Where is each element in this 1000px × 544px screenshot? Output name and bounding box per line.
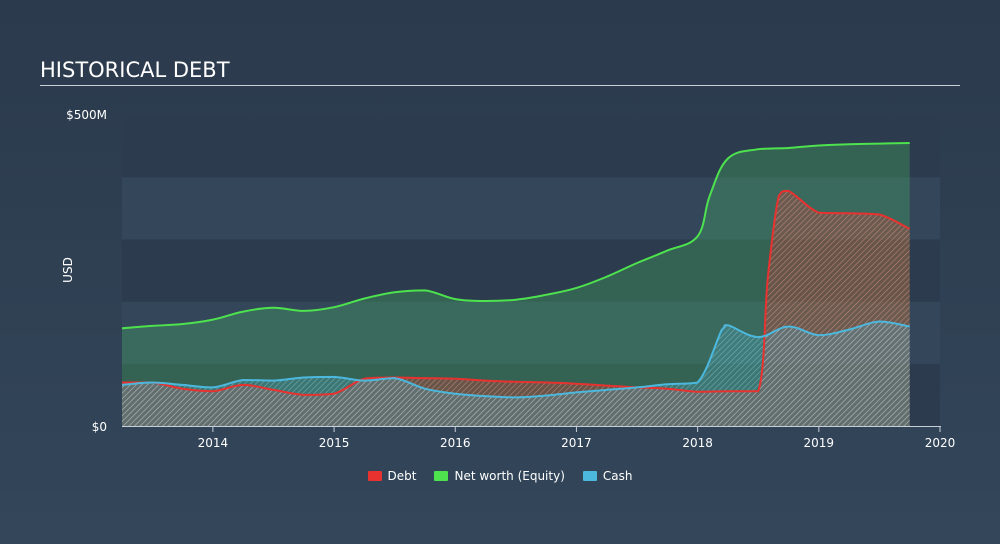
x-tick-label: 2020	[925, 436, 956, 450]
legend-swatch-debt	[367, 471, 382, 481]
series-line-debt[interactable]	[121, 189, 911, 396]
legend-swatch-equity	[434, 471, 449, 481]
legend-item-equity[interactable]: Net worth (Equity)	[434, 469, 565, 483]
series-line-cash[interactable]	[121, 320, 910, 399]
x-tick-label: 2015	[319, 436, 350, 450]
chart-title: HISTORICAL DEBT	[40, 58, 230, 82]
x-tick-label: 2017	[561, 436, 592, 450]
legend-item-debt[interactable]: Debt	[367, 469, 417, 483]
legend-label-equity: Net worth (Equity)	[454, 469, 565, 483]
title-divider	[40, 85, 960, 86]
x-tick-label: 2018	[682, 436, 713, 450]
chart-legend: Debt Net worth (Equity) Cash	[0, 469, 1000, 483]
legend-swatch-cash	[582, 471, 597, 481]
series-lines	[121, 142, 911, 399]
y-tick-label: $0	[92, 420, 107, 434]
x-tick-label: 2014	[198, 436, 229, 450]
x-tick-label: 2016	[440, 436, 471, 450]
y-tick-label: $500M	[66, 108, 107, 122]
series-line-net-worth-equity[interactable]	[121, 142, 910, 330]
series-area-cash	[122, 321, 910, 426]
legend-item-cash[interactable]: Cash	[582, 469, 633, 483]
legend-label-debt: Debt	[387, 469, 417, 483]
y-axis: $0 $500M	[66, 108, 107, 434]
legend-label-cash: Cash	[602, 469, 633, 483]
y-axis-label: USD	[61, 257, 75, 283]
x-tick-label: 2019	[804, 436, 835, 450]
x-axis: 2014 2015 2016 2017 2018 2019 2020	[122, 426, 955, 450]
series-areas	[122, 143, 910, 426]
